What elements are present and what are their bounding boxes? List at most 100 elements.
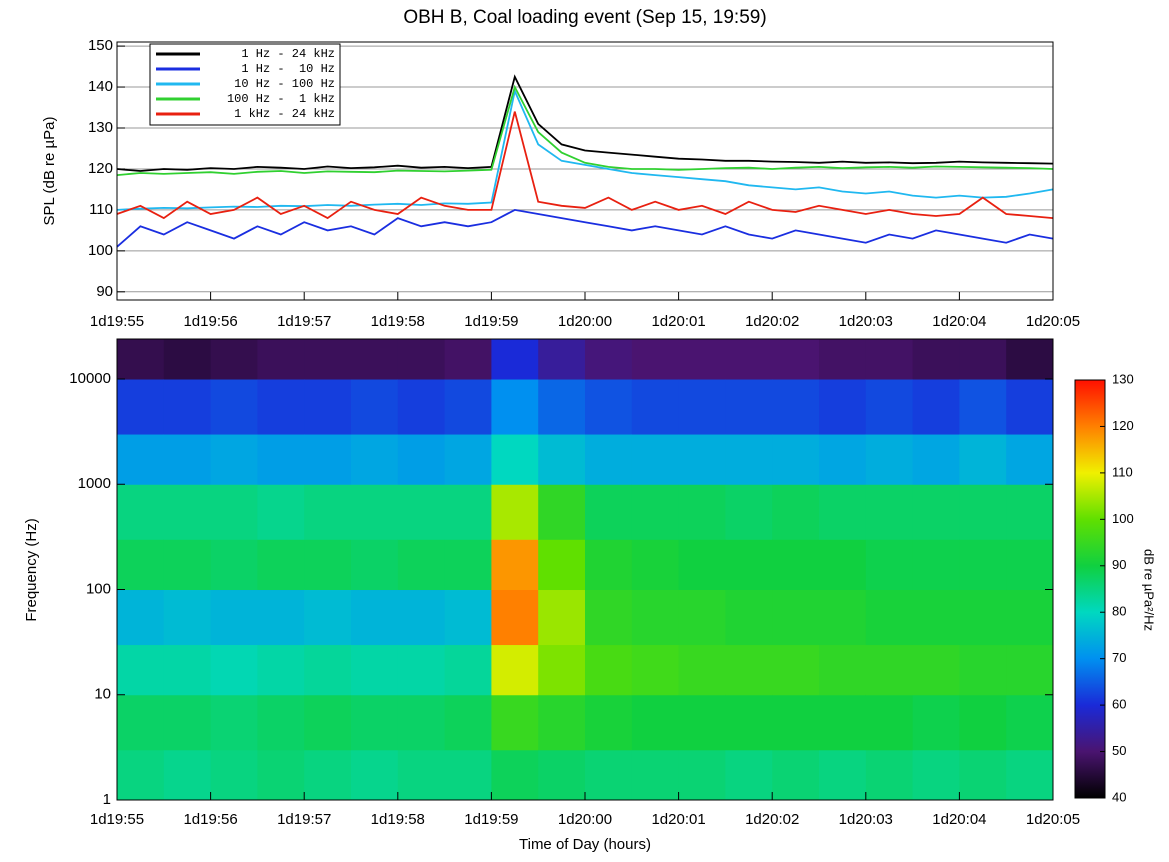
heatmap-cell	[585, 339, 633, 380]
heatmap-cell	[865, 589, 914, 646]
heatmap-cell	[959, 644, 1007, 696]
x-tick-label: 1d20:03	[839, 313, 893, 330]
y-axis-label: SPL (dB re µPa)	[41, 117, 58, 226]
heatmap-cell	[304, 434, 352, 485]
heatmap-cell	[491, 749, 539, 801]
heatmap-cell	[772, 484, 820, 540]
series-line	[116, 208, 1054, 248]
heatmap-cell	[819, 694, 867, 751]
heatmap-cell	[304, 694, 352, 751]
heatmap-cell	[117, 589, 165, 646]
heatmap-cell	[163, 379, 212, 435]
x-tick-label: 1d20:03	[839, 811, 893, 828]
heatmap-cell	[959, 434, 1007, 485]
heatmap-cell	[959, 484, 1007, 540]
x-tick-label: 1d19:56	[183, 811, 237, 828]
heatmap-cell	[772, 694, 820, 751]
heatmap-cell	[1006, 589, 1054, 646]
heatmap-cell	[538, 434, 586, 485]
heatmap-cell	[772, 589, 820, 646]
heatmap-cell	[959, 749, 1007, 801]
chart-title: OBH B, Coal loading event (Sep 15, 19:59…	[403, 7, 766, 28]
heatmap-cell	[257, 589, 305, 646]
heatmap-cell	[678, 589, 726, 646]
y-tick-label: 150	[88, 37, 113, 54]
heatmap-cell	[444, 484, 492, 540]
heatmap-cell	[678, 434, 726, 485]
heatmap-cell	[351, 379, 399, 435]
heatmap-cell	[163, 589, 212, 646]
heatmap-cell	[631, 484, 680, 540]
heatmap-cell	[725, 539, 773, 591]
heatmap-cell	[397, 749, 446, 801]
x-tick-label: 1d19:56	[183, 313, 237, 330]
heatmap-cell	[585, 694, 633, 751]
heatmap-cell	[538, 749, 586, 801]
heatmap-cell	[397, 434, 446, 485]
heatmap-cell	[304, 539, 352, 591]
y-tick-label: 100	[88, 242, 113, 259]
heatmap-cell	[538, 589, 586, 646]
heatmap-cell	[117, 694, 165, 751]
heatmap-cell	[865, 749, 914, 801]
heatmap-cell	[912, 339, 960, 380]
heatmap-cell	[257, 484, 305, 540]
heatmap-cell	[117, 484, 165, 540]
heatmap-cell	[117, 339, 165, 380]
heatmap-cell	[959, 539, 1007, 591]
heatmap-cell	[912, 434, 960, 485]
heatmap-cell	[444, 379, 492, 435]
legend-label: 100 Hz - 1 kHz	[227, 92, 335, 106]
heatmap-cell	[819, 749, 867, 801]
heatmap-cell	[1006, 749, 1054, 801]
heatmap-cell	[397, 644, 446, 696]
heatmap-cell	[117, 644, 165, 696]
heatmap-cell	[163, 484, 212, 540]
heatmap-cell	[491, 644, 539, 696]
colorbar-tick-label: 130	[1112, 371, 1134, 386]
heatmap-cell	[491, 434, 539, 485]
heatmap-cell	[959, 694, 1007, 751]
colorbar-tick-label: 90	[1112, 557, 1126, 572]
series-line	[116, 111, 1054, 220]
heatmap-cell	[304, 589, 352, 646]
heatmap-cell	[491, 339, 539, 380]
heatmap-cell	[538, 539, 586, 591]
series-line	[116, 88, 1054, 211]
heatmap-cell	[163, 539, 212, 591]
heatmap-cell	[444, 749, 492, 801]
heatmap-cell	[725, 434, 773, 485]
heatmap-cell	[585, 434, 633, 485]
heatmap-cell	[1006, 379, 1054, 435]
heatmap-cell	[304, 484, 352, 540]
heatmap-cell	[491, 694, 539, 751]
y-axis-label: Frequency (Hz)	[23, 518, 40, 621]
heatmap-cell	[725, 484, 773, 540]
heatmap-cell	[865, 484, 914, 540]
heatmap-cell	[772, 339, 820, 380]
heatmap-cell	[397, 694, 446, 751]
heatmap-cell	[163, 434, 212, 485]
heatmap-cell	[912, 694, 960, 751]
heatmap-cell	[397, 484, 446, 540]
heatmap-cell	[257, 539, 305, 591]
heatmap-cell	[210, 749, 258, 801]
y-tick-label: 10	[94, 686, 111, 703]
heatmap-cell	[585, 484, 633, 540]
heatmap-cell	[210, 339, 258, 380]
heatmap-cell	[491, 539, 539, 591]
heatmap-cell	[210, 539, 258, 591]
heatmap-cell	[725, 589, 773, 646]
x-tick-label: 1d20:02	[745, 811, 799, 828]
heatmap-cell	[397, 539, 446, 591]
heatmap-cell	[678, 379, 726, 435]
colorbar-tick-label: 70	[1112, 650, 1126, 665]
heatmap-cell	[819, 339, 867, 380]
heatmap-cell	[257, 749, 305, 801]
heatmap-cell	[444, 644, 492, 696]
heatmap-cell	[538, 484, 586, 540]
y-tick-label: 90	[96, 283, 113, 300]
colorbar-label: dB re µPa²/Hz	[1142, 549, 1157, 631]
